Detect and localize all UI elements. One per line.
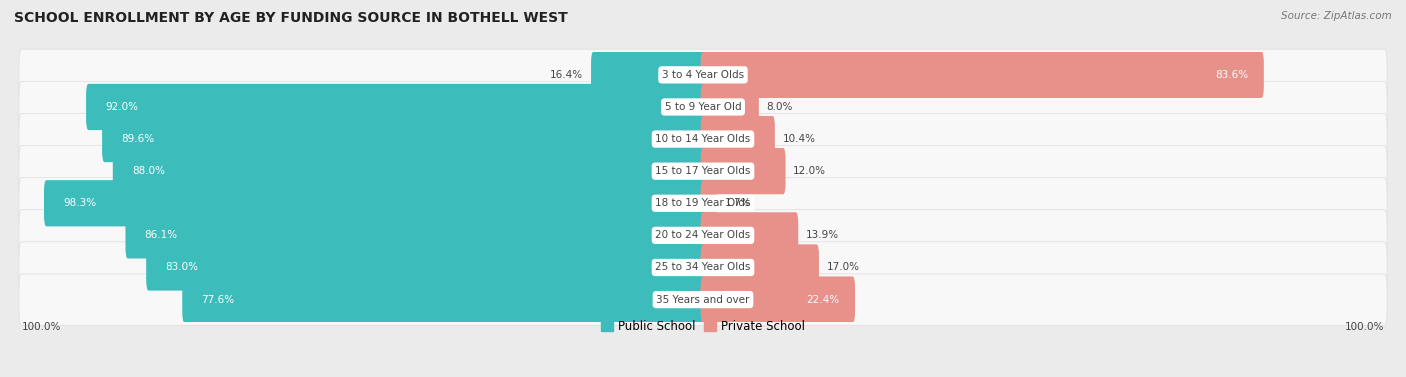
Text: 17.0%: 17.0% — [827, 262, 859, 273]
Text: 5 to 9 Year Old: 5 to 9 Year Old — [665, 102, 741, 112]
FancyBboxPatch shape — [146, 244, 706, 291]
FancyBboxPatch shape — [20, 274, 1386, 325]
Text: 10.4%: 10.4% — [783, 134, 815, 144]
FancyBboxPatch shape — [20, 113, 1386, 165]
FancyBboxPatch shape — [700, 180, 717, 227]
FancyBboxPatch shape — [103, 116, 706, 162]
FancyBboxPatch shape — [20, 146, 1386, 197]
Text: 13.9%: 13.9% — [806, 230, 839, 241]
FancyBboxPatch shape — [44, 180, 706, 227]
FancyBboxPatch shape — [20, 178, 1386, 229]
FancyBboxPatch shape — [700, 276, 855, 323]
FancyBboxPatch shape — [591, 52, 706, 98]
FancyBboxPatch shape — [183, 276, 706, 323]
Text: 77.6%: 77.6% — [201, 294, 235, 305]
Text: 1.7%: 1.7% — [724, 198, 751, 208]
FancyBboxPatch shape — [700, 116, 775, 162]
Text: 83.0%: 83.0% — [166, 262, 198, 273]
Text: 92.0%: 92.0% — [105, 102, 138, 112]
FancyBboxPatch shape — [700, 84, 759, 130]
Text: 15 to 17 Year Olds: 15 to 17 Year Olds — [655, 166, 751, 176]
Text: 18 to 19 Year Olds: 18 to 19 Year Olds — [655, 198, 751, 208]
Text: 88.0%: 88.0% — [132, 166, 165, 176]
Text: 8.0%: 8.0% — [766, 102, 793, 112]
Text: 100.0%: 100.0% — [21, 322, 60, 332]
Text: 3 to 4 Year Olds: 3 to 4 Year Olds — [662, 70, 744, 80]
FancyBboxPatch shape — [20, 210, 1386, 261]
FancyBboxPatch shape — [86, 84, 706, 130]
Text: 83.6%: 83.6% — [1215, 70, 1249, 80]
FancyBboxPatch shape — [20, 81, 1386, 133]
Text: 86.1%: 86.1% — [145, 230, 177, 241]
Legend: Public School, Private School: Public School, Private School — [596, 315, 810, 338]
FancyBboxPatch shape — [112, 148, 706, 194]
Text: Source: ZipAtlas.com: Source: ZipAtlas.com — [1281, 11, 1392, 21]
Text: 35 Years and over: 35 Years and over — [657, 294, 749, 305]
Text: 12.0%: 12.0% — [793, 166, 827, 176]
FancyBboxPatch shape — [700, 148, 786, 194]
Text: 98.3%: 98.3% — [63, 198, 96, 208]
Text: SCHOOL ENROLLMENT BY AGE BY FUNDING SOURCE IN BOTHELL WEST: SCHOOL ENROLLMENT BY AGE BY FUNDING SOUR… — [14, 11, 568, 25]
FancyBboxPatch shape — [700, 212, 799, 259]
FancyBboxPatch shape — [125, 212, 706, 259]
Text: 89.6%: 89.6% — [121, 134, 155, 144]
Text: 100.0%: 100.0% — [1346, 322, 1385, 332]
Text: 25 to 34 Year Olds: 25 to 34 Year Olds — [655, 262, 751, 273]
FancyBboxPatch shape — [20, 49, 1386, 101]
Text: 10 to 14 Year Olds: 10 to 14 Year Olds — [655, 134, 751, 144]
Text: 16.4%: 16.4% — [550, 70, 583, 80]
Text: 20 to 24 Year Olds: 20 to 24 Year Olds — [655, 230, 751, 241]
FancyBboxPatch shape — [700, 52, 1264, 98]
FancyBboxPatch shape — [700, 244, 818, 291]
FancyBboxPatch shape — [20, 242, 1386, 293]
Text: 22.4%: 22.4% — [806, 294, 839, 305]
